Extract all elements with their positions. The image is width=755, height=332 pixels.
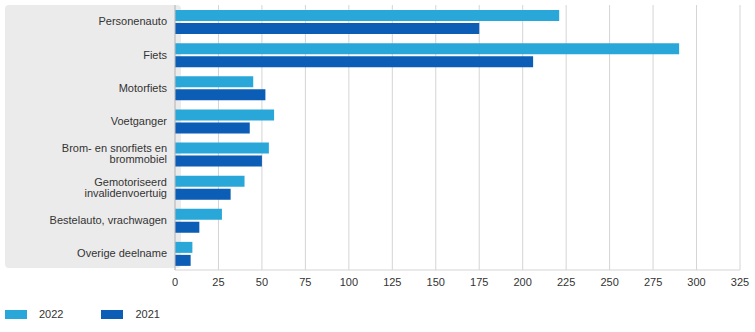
svg-text:200: 200 — [514, 276, 532, 288]
svg-text:Fiets: Fiets — [143, 49, 167, 61]
svg-text:175: 175 — [470, 276, 488, 288]
svg-text:Voetganger: Voetganger — [111, 115, 168, 127]
svg-text:Overige deelname: Overige deelname — [77, 247, 167, 259]
svg-text:275: 275 — [644, 276, 662, 288]
svg-text:0: 0 — [172, 276, 178, 288]
svg-text:300: 300 — [687, 276, 705, 288]
svg-text:225: 225 — [557, 276, 575, 288]
html-text:2021: 2021 — [135, 308, 160, 320]
svg-text:50: 50 — [256, 276, 268, 288]
svg-text:Personenauto: Personenauto — [99, 15, 168, 27]
svg-text:250: 250 — [600, 276, 618, 288]
svg-text:75: 75 — [299, 276, 311, 288]
svg-text:Bestelauto, vrachwagen: Bestelauto, vrachwagen — [50, 214, 167, 226]
html-text:2022: 2022 — [39, 308, 64, 320]
svg-text:Gemotoriseerdinvalidenvoertuig: Gemotoriseerdinvalidenvoertuig — [84, 176, 167, 199]
svg-text:125: 125 — [383, 276, 401, 288]
svg-text:325: 325 — [731, 276, 747, 288]
svg-text:Motorfiets: Motorfiets — [119, 82, 168, 94]
svg-text:150: 150 — [427, 276, 445, 288]
svg-text:100: 100 — [340, 276, 358, 288]
svg-text:25: 25 — [212, 276, 224, 288]
svg-text:Brom- en snorfiets enbrommobie: Brom- en snorfiets enbrommobiel — [62, 142, 167, 165]
